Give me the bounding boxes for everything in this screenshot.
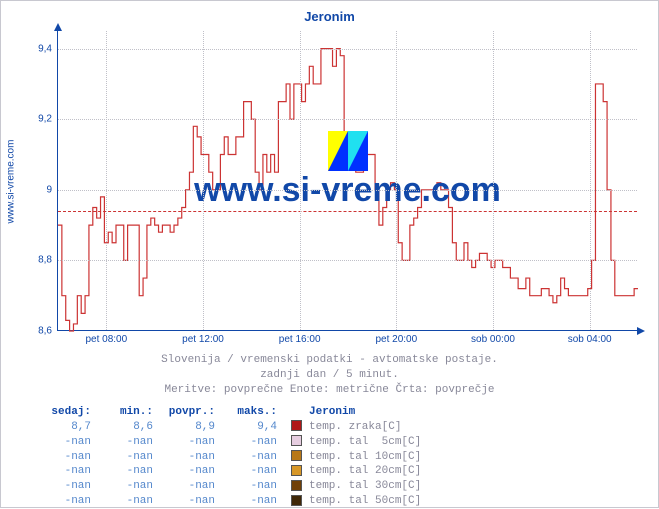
- legend-label: temp. tal 10cm[C]: [307, 450, 423, 465]
- x-axis-arrow-icon: [637, 327, 645, 335]
- stats-value: 9,4: [217, 420, 279, 435]
- subtitle-line: Slovenija / vremenski podatki - avtomats…: [1, 353, 658, 368]
- series-line: [58, 31, 637, 330]
- stats-value: -nan: [93, 494, 155, 509]
- stats-value: -nan: [217, 494, 279, 509]
- gridline-h: [58, 119, 637, 120]
- stats-value: -nan: [155, 464, 217, 479]
- watermark-logo-icon: [328, 131, 368, 171]
- gridline-v: [590, 31, 591, 330]
- mean-line: [58, 211, 637, 212]
- legend-label: temp. tal 5cm[C]: [307, 435, 423, 450]
- y-tick-label: 8,6: [24, 326, 52, 337]
- stats-value: -nan: [217, 435, 279, 450]
- stats-value: -nan: [31, 494, 93, 509]
- stats-value: 8,6: [93, 420, 155, 435]
- stats-value: -nan: [93, 450, 155, 465]
- stats-value: -nan: [31, 479, 93, 494]
- gridline-h: [58, 260, 637, 261]
- subtitle-line: Meritve: povprečne Enote: metrične Črta:…: [1, 383, 658, 398]
- stats-value: -nan: [31, 464, 93, 479]
- stats-value: -nan: [217, 479, 279, 494]
- gridline-h: [58, 49, 637, 50]
- ylabel-text: www.si-vreme.com: [6, 139, 17, 223]
- legend-label: temp. tal 50cm[C]: [307, 494, 423, 509]
- gridline-v: [493, 31, 494, 330]
- stats-value: -nan: [31, 450, 93, 465]
- gridline-v: [203, 31, 204, 330]
- stats-value: 8,9: [155, 420, 217, 435]
- stats-value: -nan: [155, 450, 217, 465]
- legend-swatch: [279, 435, 307, 450]
- x-tick-label: pet 16:00: [279, 334, 321, 345]
- legend-label: temp. zraka[C]: [307, 420, 423, 435]
- chart-subtitle: Slovenija / vremenski podatki - avtomats…: [1, 353, 658, 398]
- x-tick-label: sob 00:00: [471, 334, 515, 345]
- gridline-v: [300, 31, 301, 330]
- stats-value: -nan: [93, 464, 155, 479]
- y-tick-label: 9,2: [24, 114, 52, 125]
- stats-value: 8,7: [31, 420, 93, 435]
- stats-header: maks.:: [217, 405, 279, 420]
- gridline-v: [396, 31, 397, 330]
- stats-header: sedaj:: [31, 405, 93, 420]
- legend-swatch: [279, 494, 307, 509]
- stats-value: -nan: [31, 435, 93, 450]
- legend-swatch: [279, 450, 307, 465]
- stats-value: -nan: [93, 435, 155, 450]
- plot-area: www.si-vreme.com 8,68,899,29,4pet 08:00p…: [57, 31, 637, 331]
- legend-table: sedaj:min.:povpr.:maks.: Jeronim 8,78,68,9…: [31, 405, 423, 509]
- legend-label: temp. tal 20cm[C]: [307, 464, 423, 479]
- chart-title: Jeronim: [1, 9, 658, 24]
- stats-value: -nan: [155, 494, 217, 509]
- y-tick-label: 8,8: [24, 255, 52, 266]
- stats-value: -nan: [217, 450, 279, 465]
- gridline-v: [106, 31, 107, 330]
- stats-value: -nan: [93, 479, 155, 494]
- legend-swatch: [279, 479, 307, 494]
- stats-value: -nan: [217, 464, 279, 479]
- x-tick-label: pet 12:00: [182, 334, 224, 345]
- stats-header: min.:: [93, 405, 155, 420]
- legend-series-header: Jeronim: [307, 405, 423, 420]
- x-tick-label: pet 08:00: [85, 334, 127, 345]
- stats-value: -nan: [155, 435, 217, 450]
- gridline-h: [58, 190, 637, 191]
- stats-value: -nan: [155, 479, 217, 494]
- y-axis-arrow-icon: [54, 23, 62, 31]
- y-tick-label: 9: [24, 184, 52, 195]
- subtitle-line: zadnji dan / 5 minut.: [1, 368, 658, 383]
- y-tick-label: 9,4: [24, 43, 52, 54]
- legend-label: temp. tal 30cm[C]: [307, 479, 423, 494]
- stats-header: povpr.:: [155, 405, 217, 420]
- x-tick-label: pet 20:00: [375, 334, 417, 345]
- legend-swatch: [279, 420, 307, 435]
- legend-swatch: [279, 464, 307, 479]
- x-tick-label: sob 04:00: [568, 334, 612, 345]
- y-axis-source-label: www.si-vreme.com: [3, 1, 19, 361]
